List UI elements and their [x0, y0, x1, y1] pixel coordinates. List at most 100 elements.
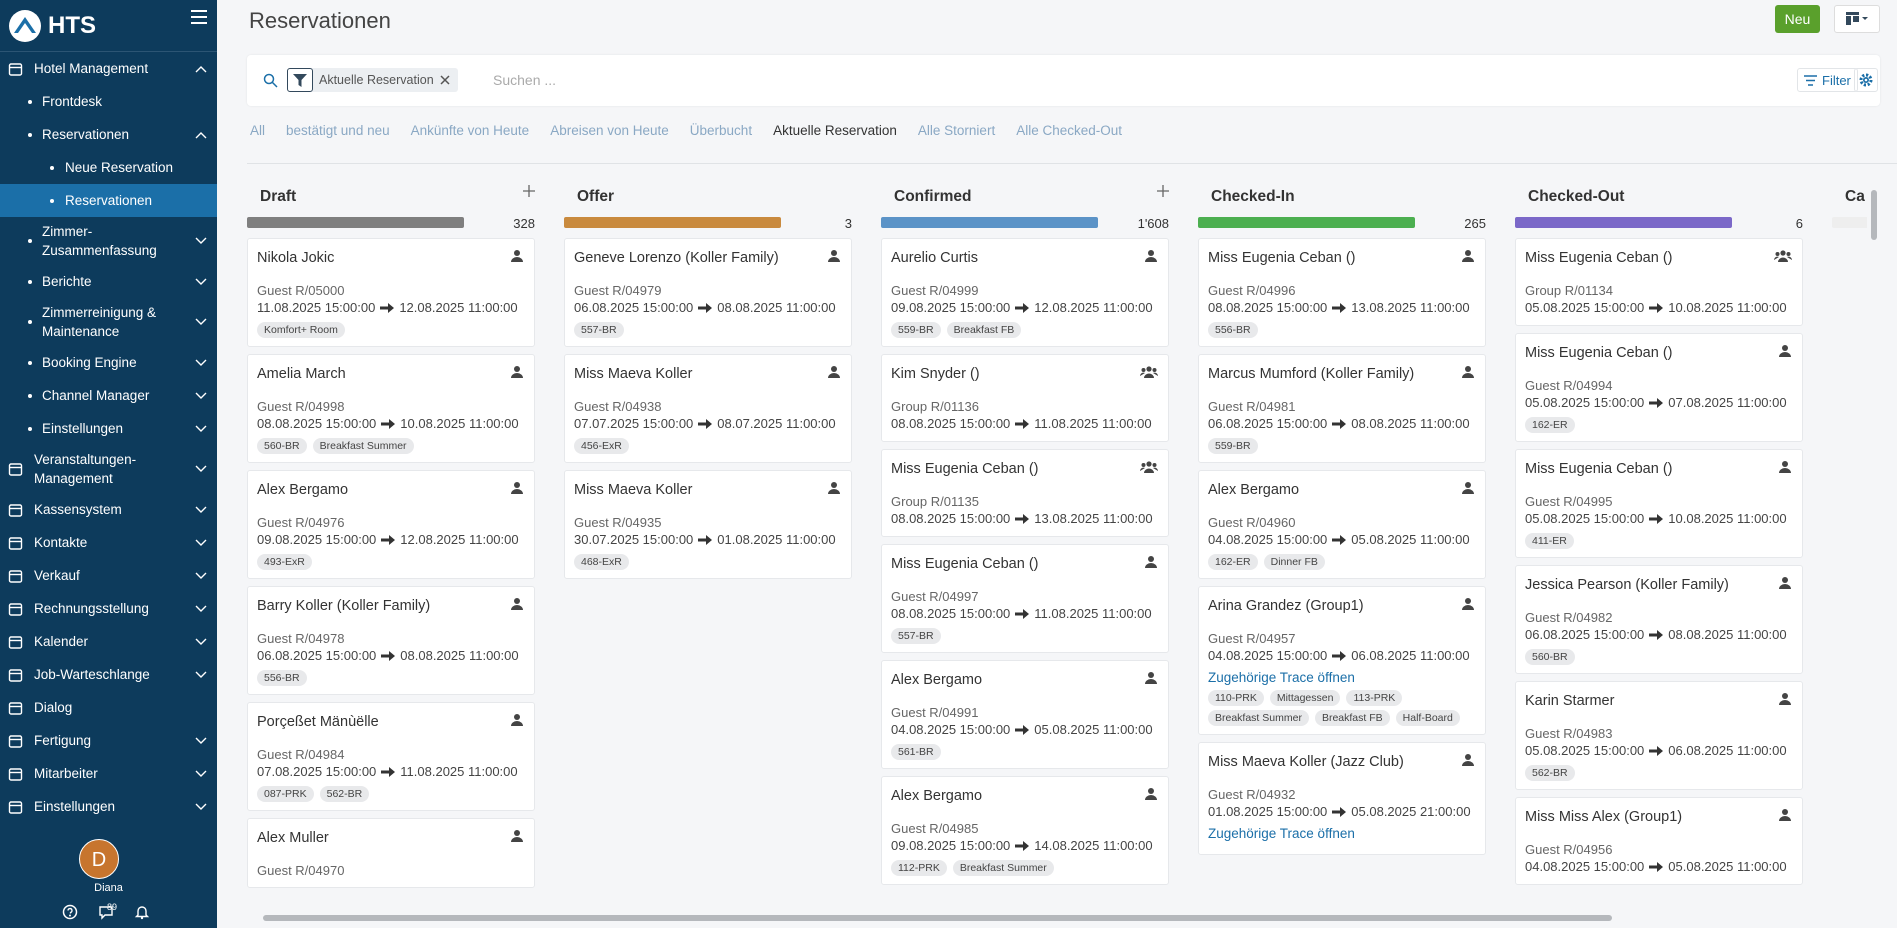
- chip-remove[interactable]: [440, 75, 450, 85]
- avatar[interactable]: D: [79, 839, 119, 879]
- nav-item[interactable]: Booking Engine: [0, 346, 217, 379]
- reservation-card[interactable]: Alex Muller Guest R/04970: [247, 818, 535, 888]
- nav-item[interactable]: Zimmerreinigung & Maintenance: [0, 298, 217, 346]
- search-input[interactable]: Suchen ...: [493, 72, 557, 88]
- nav-item[interactable]: Einstellungen: [0, 412, 217, 445]
- vertical-scrollbar[interactable]: [1869, 178, 1879, 908]
- reservation-card[interactable]: Porçeßet Mänùëlle Guest R/04984 07.08.2025…: [247, 702, 535, 811]
- bell-icon[interactable]: [134, 904, 150, 920]
- reservation-card[interactable]: Miss Miss Alex (Group1) Guest R/04956 04.0…: [1515, 797, 1803, 885]
- settings-button[interactable]: [1854, 68, 1878, 92]
- filter-button[interactable]: Filter: [1797, 68, 1858, 92]
- reservation-card[interactable]: Miss Eugenia Ceban () Guest R/04994 05.08.…: [1515, 333, 1803, 442]
- reservation-ref: Guest R/04997: [891, 589, 979, 604]
- dates: 08.08.2025 15:00:00 10.08.2025 11:00:00: [257, 415, 525, 433]
- tab[interactable]: Alle Checked-Out: [1016, 123, 1123, 138]
- reservation-card[interactable]: Miss Maeva Koller (Jazz Club) Guest R/049…: [1198, 742, 1486, 855]
- arrow: [1649, 630, 1664, 640]
- guest-name: Alex Bergamo: [891, 672, 983, 688]
- reservation-card[interactable]: Alex Bergamo Guest R/04985 09.08.2025 15:0…: [881, 776, 1169, 885]
- nav-item[interactable]: Kassensystem: [0, 493, 217, 526]
- tab[interactable]: All: [250, 123, 266, 138]
- scroll-thumb[interactable]: [263, 915, 1612, 921]
- nav-item[interactable]: Frontdesk: [0, 85, 217, 118]
- reservation-card[interactable]: Alex Bergamo Guest R/04991 04.08.2025 15:0…: [881, 660, 1169, 769]
- tab[interactable]: Überbucht: [689, 123, 753, 138]
- reservation-card[interactable]: Jessica Pearson (Koller Family) Guest R/0…: [1515, 565, 1803, 674]
- nav-item[interactable]: Rechnungsstellung: [0, 592, 217, 625]
- trace-link[interactable]: Zugehörige Trace öffnen: [1208, 670, 1355, 685]
- nav-label: Veranstaltungen-Management: [34, 452, 137, 486]
- tab[interactable]: Ankünfte von Heute: [410, 123, 530, 138]
- nav-item[interactable]: Fertigung: [0, 724, 217, 757]
- reservation-card[interactable]: Barry Koller (Koller Family) Guest R/0497…: [247, 586, 535, 695]
- reservation-card[interactable]: Miss Eugenia Ceban () Group R/01134 05.08.…: [1515, 238, 1803, 326]
- reservation-card[interactable]: Miss Maeva Koller Guest R/04938 07.07.2025…: [564, 354, 852, 463]
- nav-item[interactable]: Channel Manager: [0, 379, 217, 412]
- arrival: 05.08.2025 15:00:00: [1525, 743, 1645, 758]
- help-icon[interactable]: [62, 904, 78, 920]
- nav-item[interactable]: Berichte: [0, 265, 217, 298]
- tab[interactable]: Alle Storniert: [917, 123, 996, 138]
- guest-name: Alex Muller: [257, 830, 329, 846]
- reservation-card[interactable]: Miss Eugenia Ceban () Guest R/04995 05.08.…: [1515, 449, 1803, 558]
- column-progress: 6: [1515, 216, 1803, 231]
- nav-item[interactable]: Kontakte: [0, 526, 217, 559]
- reservation-card[interactable]: Arina Grandez (Group1) Guest R/04957 04.08…: [1198, 586, 1486, 735]
- tags: 557-BR: [574, 322, 842, 338]
- reservation-card[interactable]: Miss Eugenia Ceban () Group R/01135 08.08.…: [881, 449, 1169, 537]
- reservation-ref: Guest R/04956: [1525, 842, 1613, 857]
- nav-item[interactable]: Verkauf: [0, 559, 217, 592]
- chevron: [195, 803, 207, 810]
- filter-chip[interactable]: Aktuelle Reservation: [287, 68, 458, 92]
- trace-link[interactable]: Zugehörige Trace öffnen: [1208, 826, 1355, 841]
- add-button[interactable]: [1157, 185, 1169, 197]
- departure: 05.08.2025 11:00:00: [1668, 859, 1787, 874]
- reservation-card[interactable]: Aurelio Curtis Guest R/04999 09.08.2025 15…: [881, 238, 1169, 347]
- tab[interactable]: bestätigt und neu: [286, 123, 390, 138]
- reservation-card[interactable]: Nikola Jokic Guest R/05000 11.08.2025 15:0…: [247, 238, 535, 347]
- nav-item[interactable]: Veranstaltungen-Management: [0, 445, 217, 493]
- nav-item[interactable]: Dialog: [0, 691, 217, 724]
- tags: 493-ExR: [257, 554, 525, 570]
- nav-item[interactable]: Reservationen: [0, 184, 217, 217]
- tab[interactable]: Abreisen von Heute: [550, 123, 669, 138]
- reservation-card[interactable]: Miss Eugenia Ceban () Guest R/04996 08.08.…: [1198, 238, 1486, 347]
- departure: 01.08.2025 11:00:00: [717, 532, 836, 547]
- nav-item[interactable]: Hotel Management: [0, 52, 217, 85]
- menu-toggle[interactable]: [191, 10, 207, 24]
- reservation-card[interactable]: Karin Starmer Guest R/04983 05.08.2025 15:…: [1515, 681, 1803, 790]
- reservation-card[interactable]: Kim Snyder () Group R/01136 08.08.2025 15:…: [881, 354, 1169, 442]
- reservation-card[interactable]: Geneve Lorenzo (Koller Family) Guest R/04…: [564, 238, 852, 347]
- add-button[interactable]: [523, 185, 535, 197]
- reservation-card[interactable]: Miss Maeva Koller Guest R/04935 30.07.2025…: [564, 470, 852, 579]
- new-button[interactable]: Neu: [1775, 5, 1820, 33]
- dates: 09.08.2025 15:00:00 12.08.2025 11:00:00: [257, 531, 525, 549]
- nav-item[interactable]: Kalender: [0, 625, 217, 658]
- logo[interactable]: HTS: [8, 8, 96, 44]
- nav-item[interactable]: Einstellungen: [0, 790, 217, 823]
- tag: 561-BR: [891, 744, 941, 760]
- progress-bar: [564, 217, 781, 228]
- dates: 05.08.2025 15:00:00 10.08.2025 11:00:00: [1525, 299, 1793, 317]
- horizontal-scrollbar[interactable]: [247, 914, 1867, 922]
- chat-icon[interactable]: [98, 904, 114, 920]
- reservation-card[interactable]: Amelia March Guest R/04998 08.08.2025 15:0…: [247, 354, 535, 463]
- nav-item[interactable]: Job-Warteschlange: [0, 658, 217, 691]
- scroll-thumb[interactable]: [1871, 190, 1877, 240]
- reservation-card[interactable]: Marcus Mumford (Koller Family) Guest R/04…: [1198, 354, 1486, 463]
- nav-item[interactable]: Zimmer-Zusammenfassung: [0, 217, 217, 265]
- person-icon: [1462, 598, 1474, 610]
- nav-bullet: [28, 360, 32, 365]
- tag: 562-BR: [1525, 765, 1575, 781]
- column-title: Checked-Out: [1528, 188, 1625, 205]
- reservation-card[interactable]: Alex Bergamo Guest R/04960 04.08.2025 15:0…: [1198, 470, 1486, 579]
- tab[interactable]: Aktuelle Reservation: [773, 123, 897, 138]
- view-switch[interactable]: [1834, 5, 1880, 33]
- reservation-card[interactable]: Miss Eugenia Ceban () Guest R/04997 08.08.…: [881, 544, 1169, 653]
- nav-item[interactable]: Reservationen: [0, 118, 217, 151]
- reservation-card[interactable]: Alex Bergamo Guest R/04976 09.08.2025 15:0…: [247, 470, 535, 579]
- nav-item[interactable]: Mitarbeiter: [0, 757, 217, 790]
- nav-item[interactable]: Neue Reservation: [0, 151, 217, 184]
- search-bar: Aktuelle Reservation Suchen ... Filter: [247, 55, 1880, 106]
